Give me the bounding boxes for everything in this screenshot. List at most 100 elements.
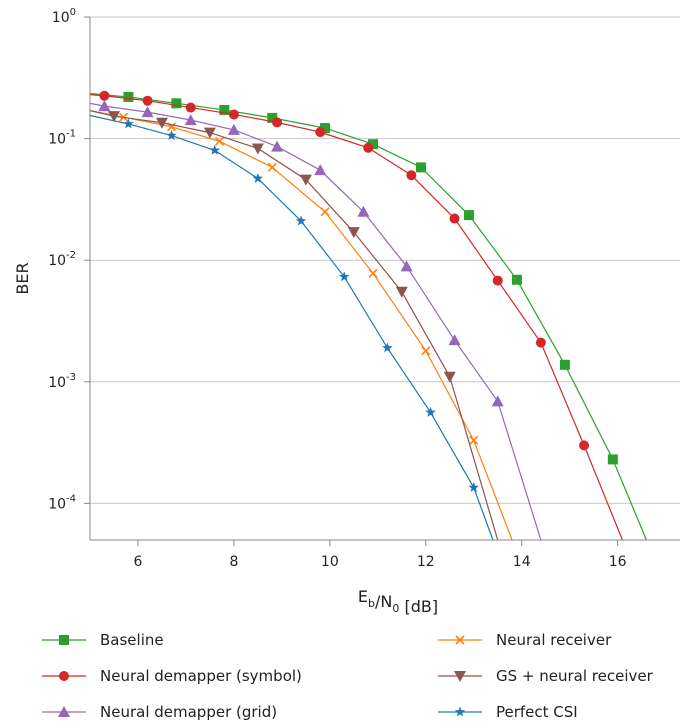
data-point [142, 95, 153, 106]
legend-item: Neural demapper (symbol) [42, 667, 302, 685]
data-point [469, 435, 479, 445]
plot-series [90, 90, 647, 540]
legend-item: Baseline [42, 631, 164, 649]
data-point [368, 139, 379, 150]
data-point [421, 346, 431, 356]
x-axis-title: Eb/N0 [dB] [358, 587, 438, 616]
data-point [511, 274, 522, 285]
axis-titles: Eb/N0 [dB] BER [13, 262, 438, 616]
series-4 [90, 109, 499, 540]
x-tick-label: 16 [609, 554, 627, 570]
data-point [252, 172, 264, 183]
data-point [267, 112, 278, 123]
legend-label: GS + neural receiver [496, 667, 654, 685]
legend-marker [58, 706, 70, 717]
legend-label: Baseline [100, 631, 164, 649]
legend-marker [454, 671, 466, 682]
data-point [166, 130, 177, 140]
axes-frame [84, 16, 680, 546]
data-point [185, 102, 196, 113]
marker-stroke [267, 162, 277, 172]
x-tick-label: 14 [513, 554, 531, 570]
series-line [90, 109, 499, 540]
data-point [99, 90, 110, 101]
data-point [107, 111, 120, 123]
data-point [368, 268, 378, 278]
legend-label: Neural receiver [496, 631, 612, 649]
data-point [425, 406, 436, 417]
data-point [320, 123, 331, 134]
data-point [203, 127, 216, 139]
marker-stroke [368, 268, 378, 278]
y-axis-title: BER [13, 262, 32, 294]
grid-lines [90, 16, 680, 504]
series-5 [90, 114, 494, 540]
data-point [400, 260, 413, 272]
data-point [184, 114, 197, 126]
data-point [339, 271, 350, 282]
data-point [463, 210, 474, 221]
data-point [382, 342, 393, 353]
data-point [141, 106, 154, 118]
data-point [363, 142, 374, 153]
legend-label: Perfect CSI [496, 703, 578, 721]
data-point [448, 334, 461, 346]
data-point [299, 174, 312, 186]
data-point [155, 117, 168, 129]
y-tick-label: 10-2 [48, 250, 76, 269]
data-point [535, 337, 546, 348]
series-line [90, 94, 623, 540]
x-tick-label: 12 [417, 554, 435, 570]
data-point [492, 275, 503, 286]
series-line [90, 102, 542, 540]
data-point [295, 215, 307, 226]
data-point [347, 227, 360, 239]
series-0 [90, 91, 647, 540]
data-point [406, 170, 417, 181]
x-tick-label: 8 [229, 554, 238, 570]
data-point [98, 100, 111, 112]
legend-marker [455, 635, 465, 645]
marker-stroke [166, 122, 177, 132]
legend-marker [454, 706, 466, 717]
data-point [171, 98, 182, 109]
data-point [415, 162, 426, 173]
marker-stroke [455, 635, 465, 645]
legend: Baseline Neural demapper (symbol) Neural d… [42, 631, 654, 721]
y-tick-label: 10-1 [48, 129, 76, 148]
legend-marker [59, 635, 69, 645]
data-point [559, 359, 570, 370]
marker-stroke [469, 435, 479, 445]
data-point [468, 482, 479, 492]
data-point [579, 440, 590, 451]
series-line [90, 109, 513, 540]
data-point [228, 109, 239, 120]
legend-label: Neural demapper (grid) [100, 703, 277, 721]
legend-item: Perfect CSI [438, 703, 578, 721]
data-point [491, 395, 504, 407]
legend-item: GS + neural receiver [438, 667, 654, 685]
y-tick-label: 10-4 [48, 493, 76, 512]
legend-item: Neural demapper (grid) [42, 703, 277, 721]
data-point [357, 205, 370, 217]
legend-marker [59, 671, 69, 681]
legend-label: Neural demapper (symbol) [100, 667, 302, 685]
data-point [251, 143, 264, 155]
data-point [272, 117, 283, 128]
marker-stroke [214, 136, 225, 146]
data-point [227, 123, 240, 135]
data-point [267, 162, 277, 172]
series-1 [90, 90, 623, 540]
legend-item: Neural receiver [438, 631, 612, 649]
data-point [219, 104, 230, 115]
data-point [271, 140, 284, 152]
data-point [314, 164, 327, 176]
series-3 [90, 109, 513, 540]
y-tick-label: 100 [52, 7, 76, 26]
data-point [123, 91, 134, 102]
series-2 [90, 100, 542, 540]
y-tick-label: 10-3 [48, 372, 76, 391]
tick-labels: 100 10-1 10-2 10-3 10-4 6 8 10 12 14 16 [48, 7, 626, 570]
data-point [214, 136, 225, 146]
